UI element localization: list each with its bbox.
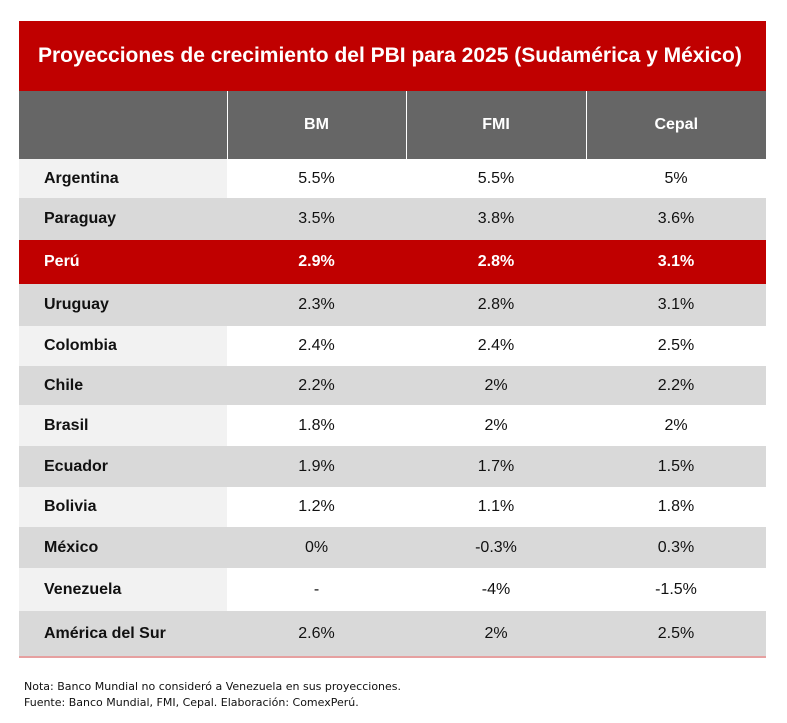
cell-cepal: 3.6%	[586, 198, 766, 240]
table-row: México 0% -0.3% 0.3%	[19, 527, 766, 568]
cell-fmi: -4%	[406, 568, 586, 611]
row-country: Paraguay	[19, 198, 227, 240]
header-cepal: Cepal	[585, 91, 766, 159]
table-row: Uruguay 2.3% 2.8% 3.1%	[19, 284, 766, 326]
header-row: BM FMI Cepal	[19, 91, 766, 159]
cell-fmi: -0.3%	[406, 527, 586, 568]
row-country: Argentina	[19, 159, 227, 198]
cell-fmi: 2.8%	[406, 240, 586, 284]
cell-cepal: 2%	[586, 405, 766, 446]
cell-cepal: 1.8%	[586, 487, 766, 527]
table-row: Bolivia 1.2% 1.1% 1.8%	[19, 487, 766, 527]
note-text: Nota: Banco Mundial no consideró a Venez…	[24, 680, 402, 693]
footnotes: Nota: Banco Mundial no consideró a Venez…	[24, 679, 401, 711]
cell-fmi: 5.5%	[406, 159, 586, 198]
header-fmi: FMI	[405, 91, 586, 159]
table-body: Argentina 5.5% 5.5% 5% Paraguay 3.5% 3.8% 3.6% P…	[19, 159, 766, 656]
table-row: Argentina 5.5% 5.5% 5%	[19, 159, 766, 198]
cell-cepal: 2.5%	[586, 611, 766, 656]
header-country	[19, 91, 227, 159]
table-frame: Proyecciones de crecimiento del PBI para…	[19, 21, 766, 658]
cell-bm: 0%	[227, 527, 406, 568]
cell-bm: 2.4%	[227, 326, 406, 366]
table-row: América del Sur 2.6% 2% 2.5%	[19, 611, 766, 656]
cell-cepal: 0.3%	[586, 527, 766, 568]
cell-fmi: 1.1%	[406, 487, 586, 527]
row-country: Brasil	[19, 405, 227, 446]
table-title-text: Proyecciones de crecimiento del PBI para…	[38, 44, 742, 67]
header-bm: BM	[226, 91, 406, 159]
row-country: México	[19, 527, 227, 568]
cell-fmi: 2%	[406, 611, 586, 656]
cell-cepal: 3.1%	[586, 284, 766, 326]
projections-table: BM FMI Cepal Argentina 5.5% 5.5% 5% Paraguay…	[19, 91, 766, 656]
table-title: Proyecciones de crecimiento del PBI para…	[19, 21, 766, 91]
table-row: Colombia 2.4% 2.4% 2.5%	[19, 326, 766, 366]
table-row: Ecuador 1.9% 1.7% 1.5%	[19, 446, 766, 487]
cell-fmi: 2%	[406, 366, 586, 405]
cell-bm: 1.9%	[227, 446, 406, 487]
cell-fmi: 2.4%	[406, 326, 586, 366]
table-row: Chile 2.2% 2% 2.2%	[19, 366, 766, 405]
cell-cepal: 2.5%	[586, 326, 766, 366]
cell-cepal: 2.2%	[586, 366, 766, 405]
cell-fmi: 2%	[406, 405, 586, 446]
table-row: Paraguay 3.5% 3.8% 3.6%	[19, 198, 766, 240]
cell-cepal: 1.5%	[586, 446, 766, 487]
cell-bm: 2.2%	[227, 366, 406, 405]
row-country: Uruguay	[19, 284, 227, 326]
cell-fmi: 3.8%	[406, 198, 586, 240]
row-country: Venezuela	[19, 568, 227, 611]
cell-bm: -	[227, 568, 406, 611]
cell-bm: 2.6%	[227, 611, 406, 656]
cell-bm: 2.3%	[227, 284, 406, 326]
cell-fmi: 1.7%	[406, 446, 586, 487]
row-country: Perú	[19, 240, 227, 284]
cell-bm: 1.2%	[227, 487, 406, 527]
cell-fmi: 2.8%	[406, 284, 586, 326]
cell-bm: 5.5%	[227, 159, 406, 198]
cell-cepal: 5%	[586, 159, 766, 198]
table-row: Perú 2.9% 2.8% 3.1%	[19, 240, 766, 284]
cell-cepal: -1.5%	[586, 568, 766, 611]
row-country: Bolivia	[19, 487, 227, 527]
row-country: Ecuador	[19, 446, 227, 487]
bottom-divider	[19, 656, 766, 658]
cell-cepal: 3.1%	[586, 240, 766, 284]
table-row: Brasil 1.8% 2% 2%	[19, 405, 766, 446]
cell-bm: 1.8%	[227, 405, 406, 446]
cell-bm: 2.9%	[227, 240, 406, 284]
source-text: Fuente: Banco Mundial, FMI, Cepal. Elabo…	[24, 696, 359, 709]
row-country: Colombia	[19, 326, 227, 366]
row-country: Chile	[19, 366, 227, 405]
cell-bm: 3.5%	[227, 198, 406, 240]
table-row: Venezuela - -4% -1.5%	[19, 568, 766, 611]
row-country: América del Sur	[19, 611, 227, 656]
